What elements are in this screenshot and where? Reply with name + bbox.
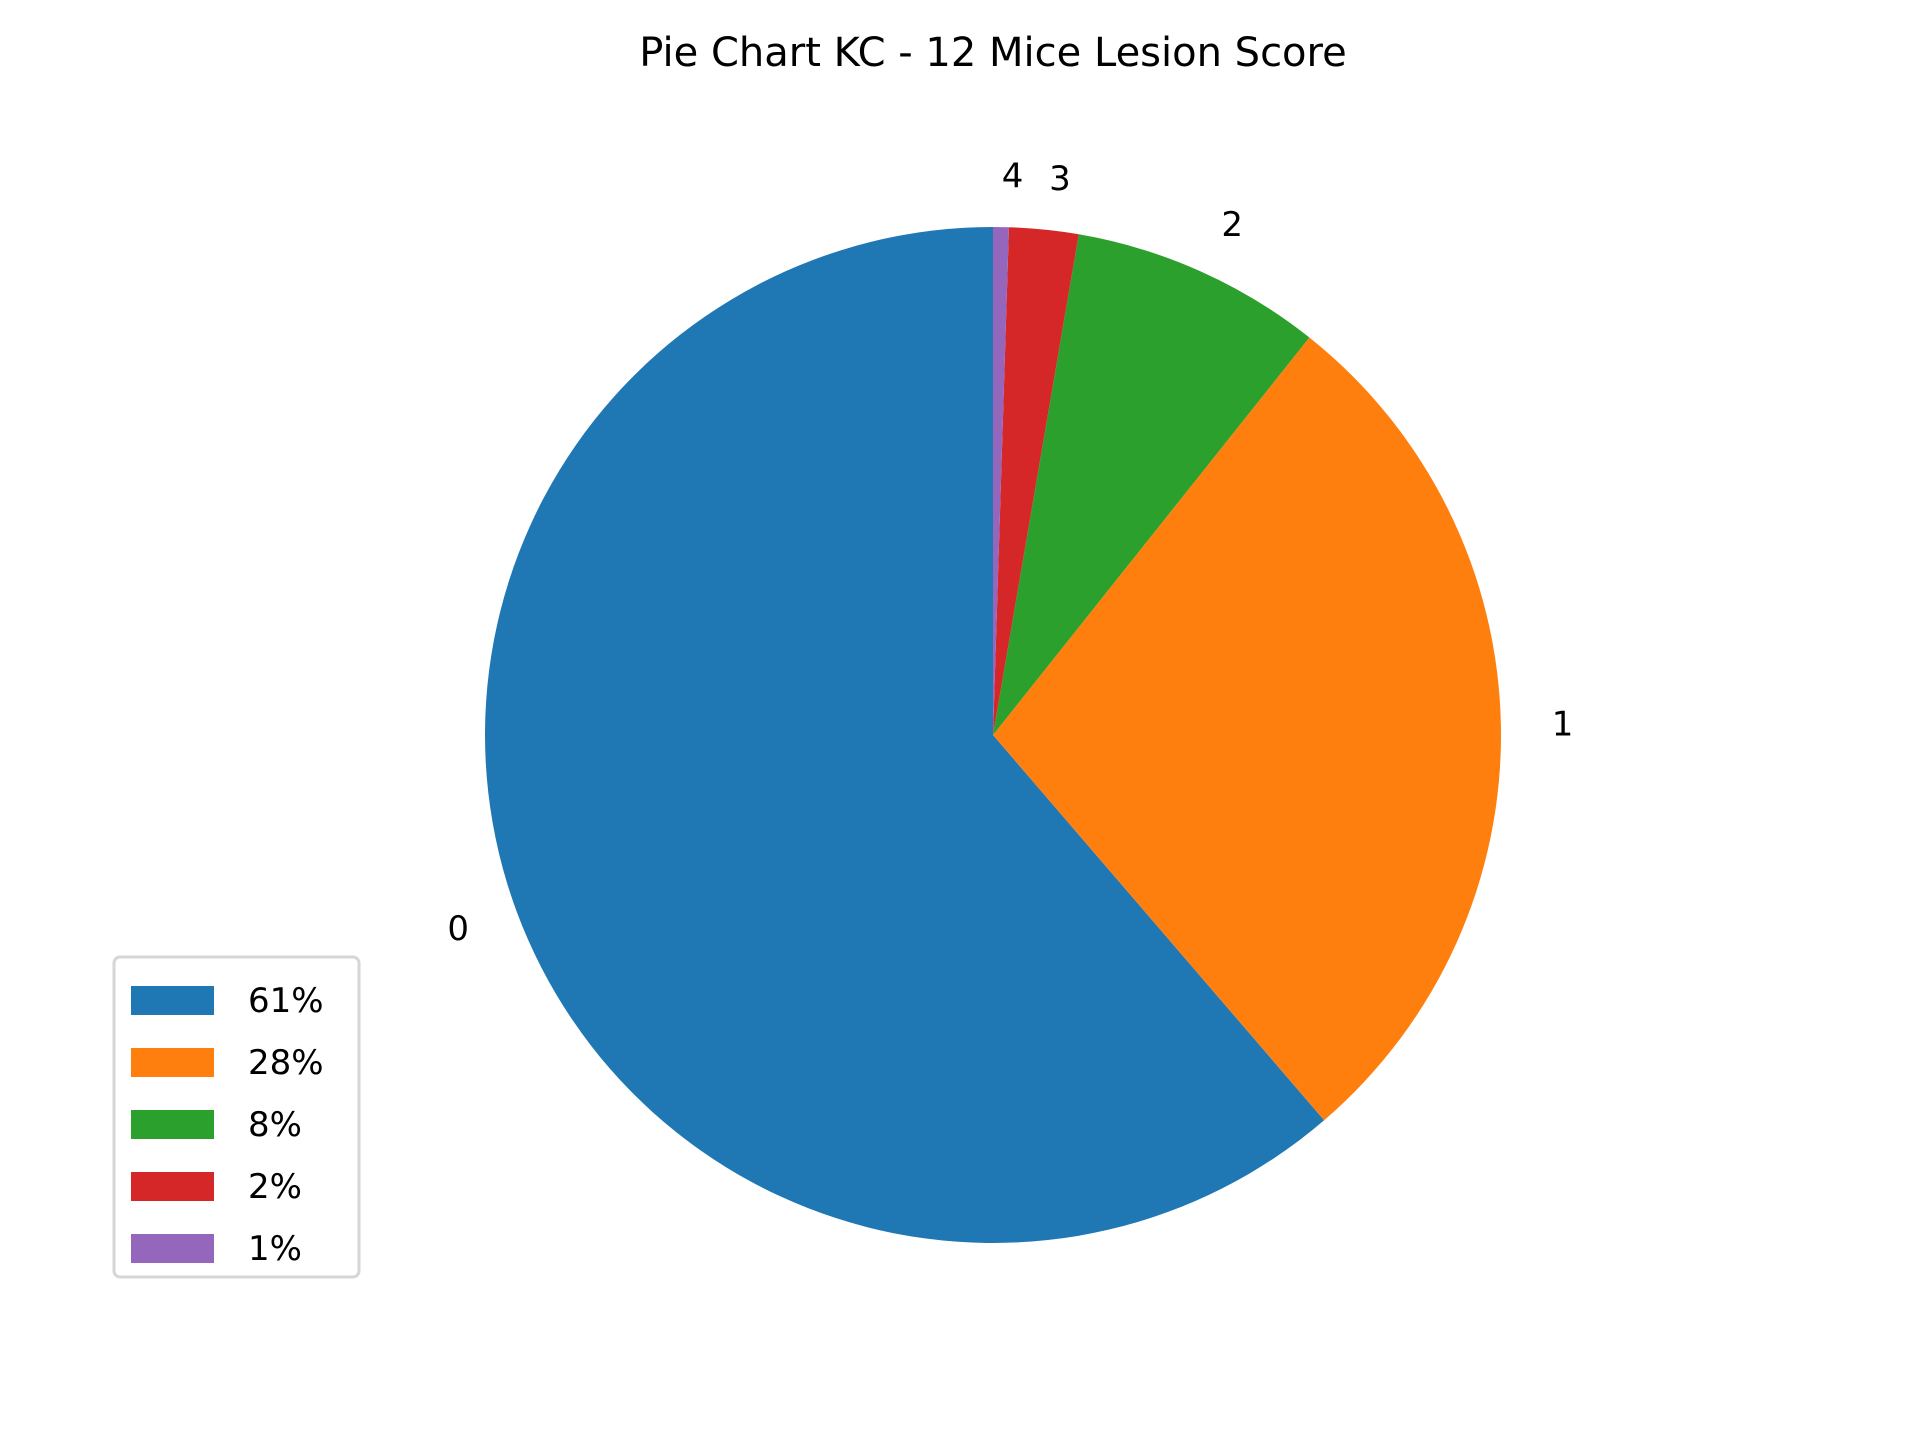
slice-label-4: 4 <box>1002 156 1024 196</box>
legend-swatch-3 <box>131 1172 214 1201</box>
legend-label-2: 8% <box>248 1105 302 1145</box>
legend-label-0: 61% <box>248 981 324 1021</box>
pie-slice-0 <box>485 227 1325 1243</box>
legend: 61% 28% 8% 2% 1% <box>112 955 361 1279</box>
pie-slice-2 <box>993 234 1310 735</box>
slice-labels: 0 1 2 34 <box>447 156 1573 949</box>
slice-label-3: 3 <box>1049 159 1071 199</box>
pie-slice-3 <box>993 227 1079 735</box>
slice-label-1: 1 <box>1552 704 1574 744</box>
pie-slice-4 <box>993 227 1009 735</box>
legend-label-3: 2% <box>248 1167 302 1207</box>
slice-label-0: 0 <box>447 909 469 949</box>
legend-swatch-4 <box>131 1234 214 1263</box>
slice-label-2: 2 <box>1221 205 1243 245</box>
pie-slices <box>485 227 1501 1243</box>
legend-swatch-1 <box>131 1048 214 1077</box>
chart-title: Pie Chart KC - 12 Mice Lesion Score <box>639 30 1346 76</box>
legend-swatch-0 <box>131 986 214 1015</box>
pie-slice-1 <box>993 337 1501 1121</box>
legend-label-1: 28% <box>248 1043 324 1083</box>
legend-label-4: 1% <box>248 1229 302 1269</box>
legend-swatch-2 <box>131 1110 214 1139</box>
